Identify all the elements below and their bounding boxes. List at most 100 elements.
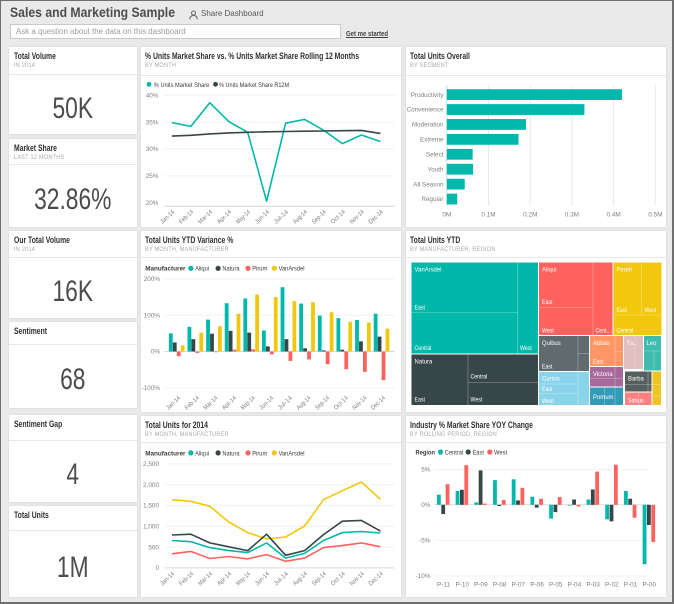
svg-text:Salvus: Salvus xyxy=(628,398,644,405)
svg-text:Sep-14: Sep-14 xyxy=(310,209,327,226)
svg-text:Youth: Youth xyxy=(427,166,443,173)
svg-text:P-04: P-04 xyxy=(567,581,581,588)
svg-text:Mar-14: Mar-14 xyxy=(196,570,213,587)
svg-text:East: East xyxy=(472,449,484,456)
svg-text:Apr-14: Apr-14 xyxy=(215,570,232,587)
svg-text:P-01: P-01 xyxy=(623,581,637,588)
svg-text:2,500: 2,500 xyxy=(143,461,159,468)
svg-text:Dec-14: Dec-14 xyxy=(367,209,384,226)
svg-text:Pirum: Pirum xyxy=(252,266,267,273)
svg-text:Jan-14: Jan-14 xyxy=(159,570,176,587)
svg-text:P-03: P-03 xyxy=(586,581,600,588)
svg-text:Pomum: Pomum xyxy=(593,394,614,401)
svg-text:Jan-14: Jan-14 xyxy=(159,209,176,226)
svg-text:East: East xyxy=(542,386,553,393)
svg-text:West: West xyxy=(542,328,554,335)
svg-text:Abbas: Abbas xyxy=(593,340,610,347)
svg-text:% Units Market Share R12M: % Units Market Share R12M xyxy=(219,82,289,89)
svg-text:Central: Central xyxy=(444,449,463,456)
svg-text:30%: 30% xyxy=(145,146,158,153)
svg-text:Quibus: Quibus xyxy=(542,340,561,347)
svg-text:200%: 200% xyxy=(143,276,160,283)
svg-text:P-02: P-02 xyxy=(605,581,619,588)
svg-text:Feb-14: Feb-14 xyxy=(178,209,195,226)
svg-text:Jan-14: Jan-14 xyxy=(164,395,181,412)
svg-text:Apr-14: Apr-14 xyxy=(215,209,232,226)
svg-text:Manufacturer: Manufacturer xyxy=(145,450,186,457)
svg-text:P-10: P-10 xyxy=(455,581,469,588)
svg-text:May-14: May-14 xyxy=(234,209,251,226)
svg-text:Aug-14: Aug-14 xyxy=(291,570,308,587)
svg-text:West: West xyxy=(470,397,482,404)
svg-text:Extreme: Extreme xyxy=(419,137,443,144)
svg-text:Feb-14: Feb-14 xyxy=(178,570,195,587)
svg-text:Jun-14: Jun-14 xyxy=(253,209,270,226)
svg-text:-100%: -100% xyxy=(141,385,160,392)
svg-text:0.1M: 0.1M xyxy=(481,212,495,219)
svg-text:Jul-14: Jul-14 xyxy=(272,209,290,226)
svg-text:Pirum: Pirum xyxy=(252,450,267,457)
svg-text:Cent...: Cent... xyxy=(595,328,611,335)
svg-text:East: East xyxy=(616,307,627,314)
svg-text:West: West xyxy=(520,345,532,352)
svg-text:25%: 25% xyxy=(145,173,158,180)
svg-text:P-07: P-07 xyxy=(511,581,525,588)
svg-text:Mar-14: Mar-14 xyxy=(196,209,213,226)
svg-text:Natura: Natura xyxy=(414,359,432,366)
svg-text:Pirum: Pirum xyxy=(616,267,632,274)
svg-text:0%: 0% xyxy=(421,502,431,509)
svg-text:Central: Central xyxy=(470,374,487,381)
svg-text:Barba: Barba xyxy=(628,376,644,383)
svg-text:Dec-14: Dec-14 xyxy=(369,395,386,412)
svg-text:Natura: Natura xyxy=(222,450,239,457)
svg-text:Aliqui: Aliqui xyxy=(195,266,209,273)
svg-text:Oct-14: Oct-14 xyxy=(329,570,346,587)
svg-text:1,500: 1,500 xyxy=(143,502,159,509)
svg-text:All Season: All Season xyxy=(413,181,444,188)
svg-text:Central: Central xyxy=(616,328,633,335)
svg-text:P-11: P-11 xyxy=(436,581,449,588)
svg-text:Currus: Currus xyxy=(542,376,560,383)
svg-text:Feb-14: Feb-14 xyxy=(183,395,200,412)
svg-text:% Units Market Share: % Units Market Share xyxy=(153,82,209,89)
svg-text:VanArsdel: VanArsdel xyxy=(278,266,304,273)
svg-text:Manufacturer: Manufacturer xyxy=(145,266,186,273)
svg-text:P-09: P-09 xyxy=(474,581,488,588)
svg-text:P-00: P-00 xyxy=(642,581,656,588)
svg-text:0M: 0M xyxy=(442,212,451,219)
svg-text:Jul-14: Jul-14 xyxy=(276,395,294,412)
svg-text:-5%: -5% xyxy=(419,537,431,544)
svg-text:Sep-14: Sep-14 xyxy=(310,570,327,587)
svg-text:Oct-14: Oct-14 xyxy=(329,209,346,226)
svg-text:Oct-14: Oct-14 xyxy=(332,395,349,412)
svg-text:Fa...: Fa... xyxy=(627,340,638,347)
svg-text:East: East xyxy=(542,299,553,306)
svg-text:20%: 20% xyxy=(145,200,158,207)
svg-text:East: East xyxy=(414,305,425,312)
svg-text:East: East xyxy=(542,364,553,371)
svg-text:500: 500 xyxy=(148,544,159,551)
svg-text:Aliqui: Aliqui xyxy=(195,450,209,457)
svg-text:1,000: 1,000 xyxy=(143,523,159,530)
svg-text:Natura: Natura xyxy=(222,266,239,273)
svg-text:Productivity: Productivity xyxy=(410,92,443,99)
svg-text:May-14: May-14 xyxy=(239,395,256,412)
svg-text:0.5M: 0.5M xyxy=(648,212,662,219)
svg-text:Nov-14: Nov-14 xyxy=(351,395,368,412)
svg-text:-10%: -10% xyxy=(415,573,430,580)
svg-text:0.4M: 0.4M xyxy=(606,212,620,219)
svg-text:Region: Region xyxy=(415,449,435,456)
svg-text:Regular: Regular xyxy=(421,196,444,203)
svg-text:Leo: Leo xyxy=(646,340,656,347)
svg-text:Victoria: Victoria xyxy=(593,371,613,378)
svg-text:Jun-14: Jun-14 xyxy=(253,570,270,587)
svg-text:Aug-14: Aug-14 xyxy=(291,209,308,226)
svg-text:Mar-14: Mar-14 xyxy=(202,395,219,412)
svg-text:5%: 5% xyxy=(421,466,431,473)
svg-text:Nov-14: Nov-14 xyxy=(348,570,365,587)
svg-text:Nov-14: Nov-14 xyxy=(348,209,365,226)
svg-text:Convenience: Convenience xyxy=(406,107,443,114)
svg-text:Select: Select xyxy=(425,151,443,158)
svg-text:Moderation: Moderation xyxy=(411,122,443,129)
svg-text:Dec-14: Dec-14 xyxy=(367,570,384,587)
